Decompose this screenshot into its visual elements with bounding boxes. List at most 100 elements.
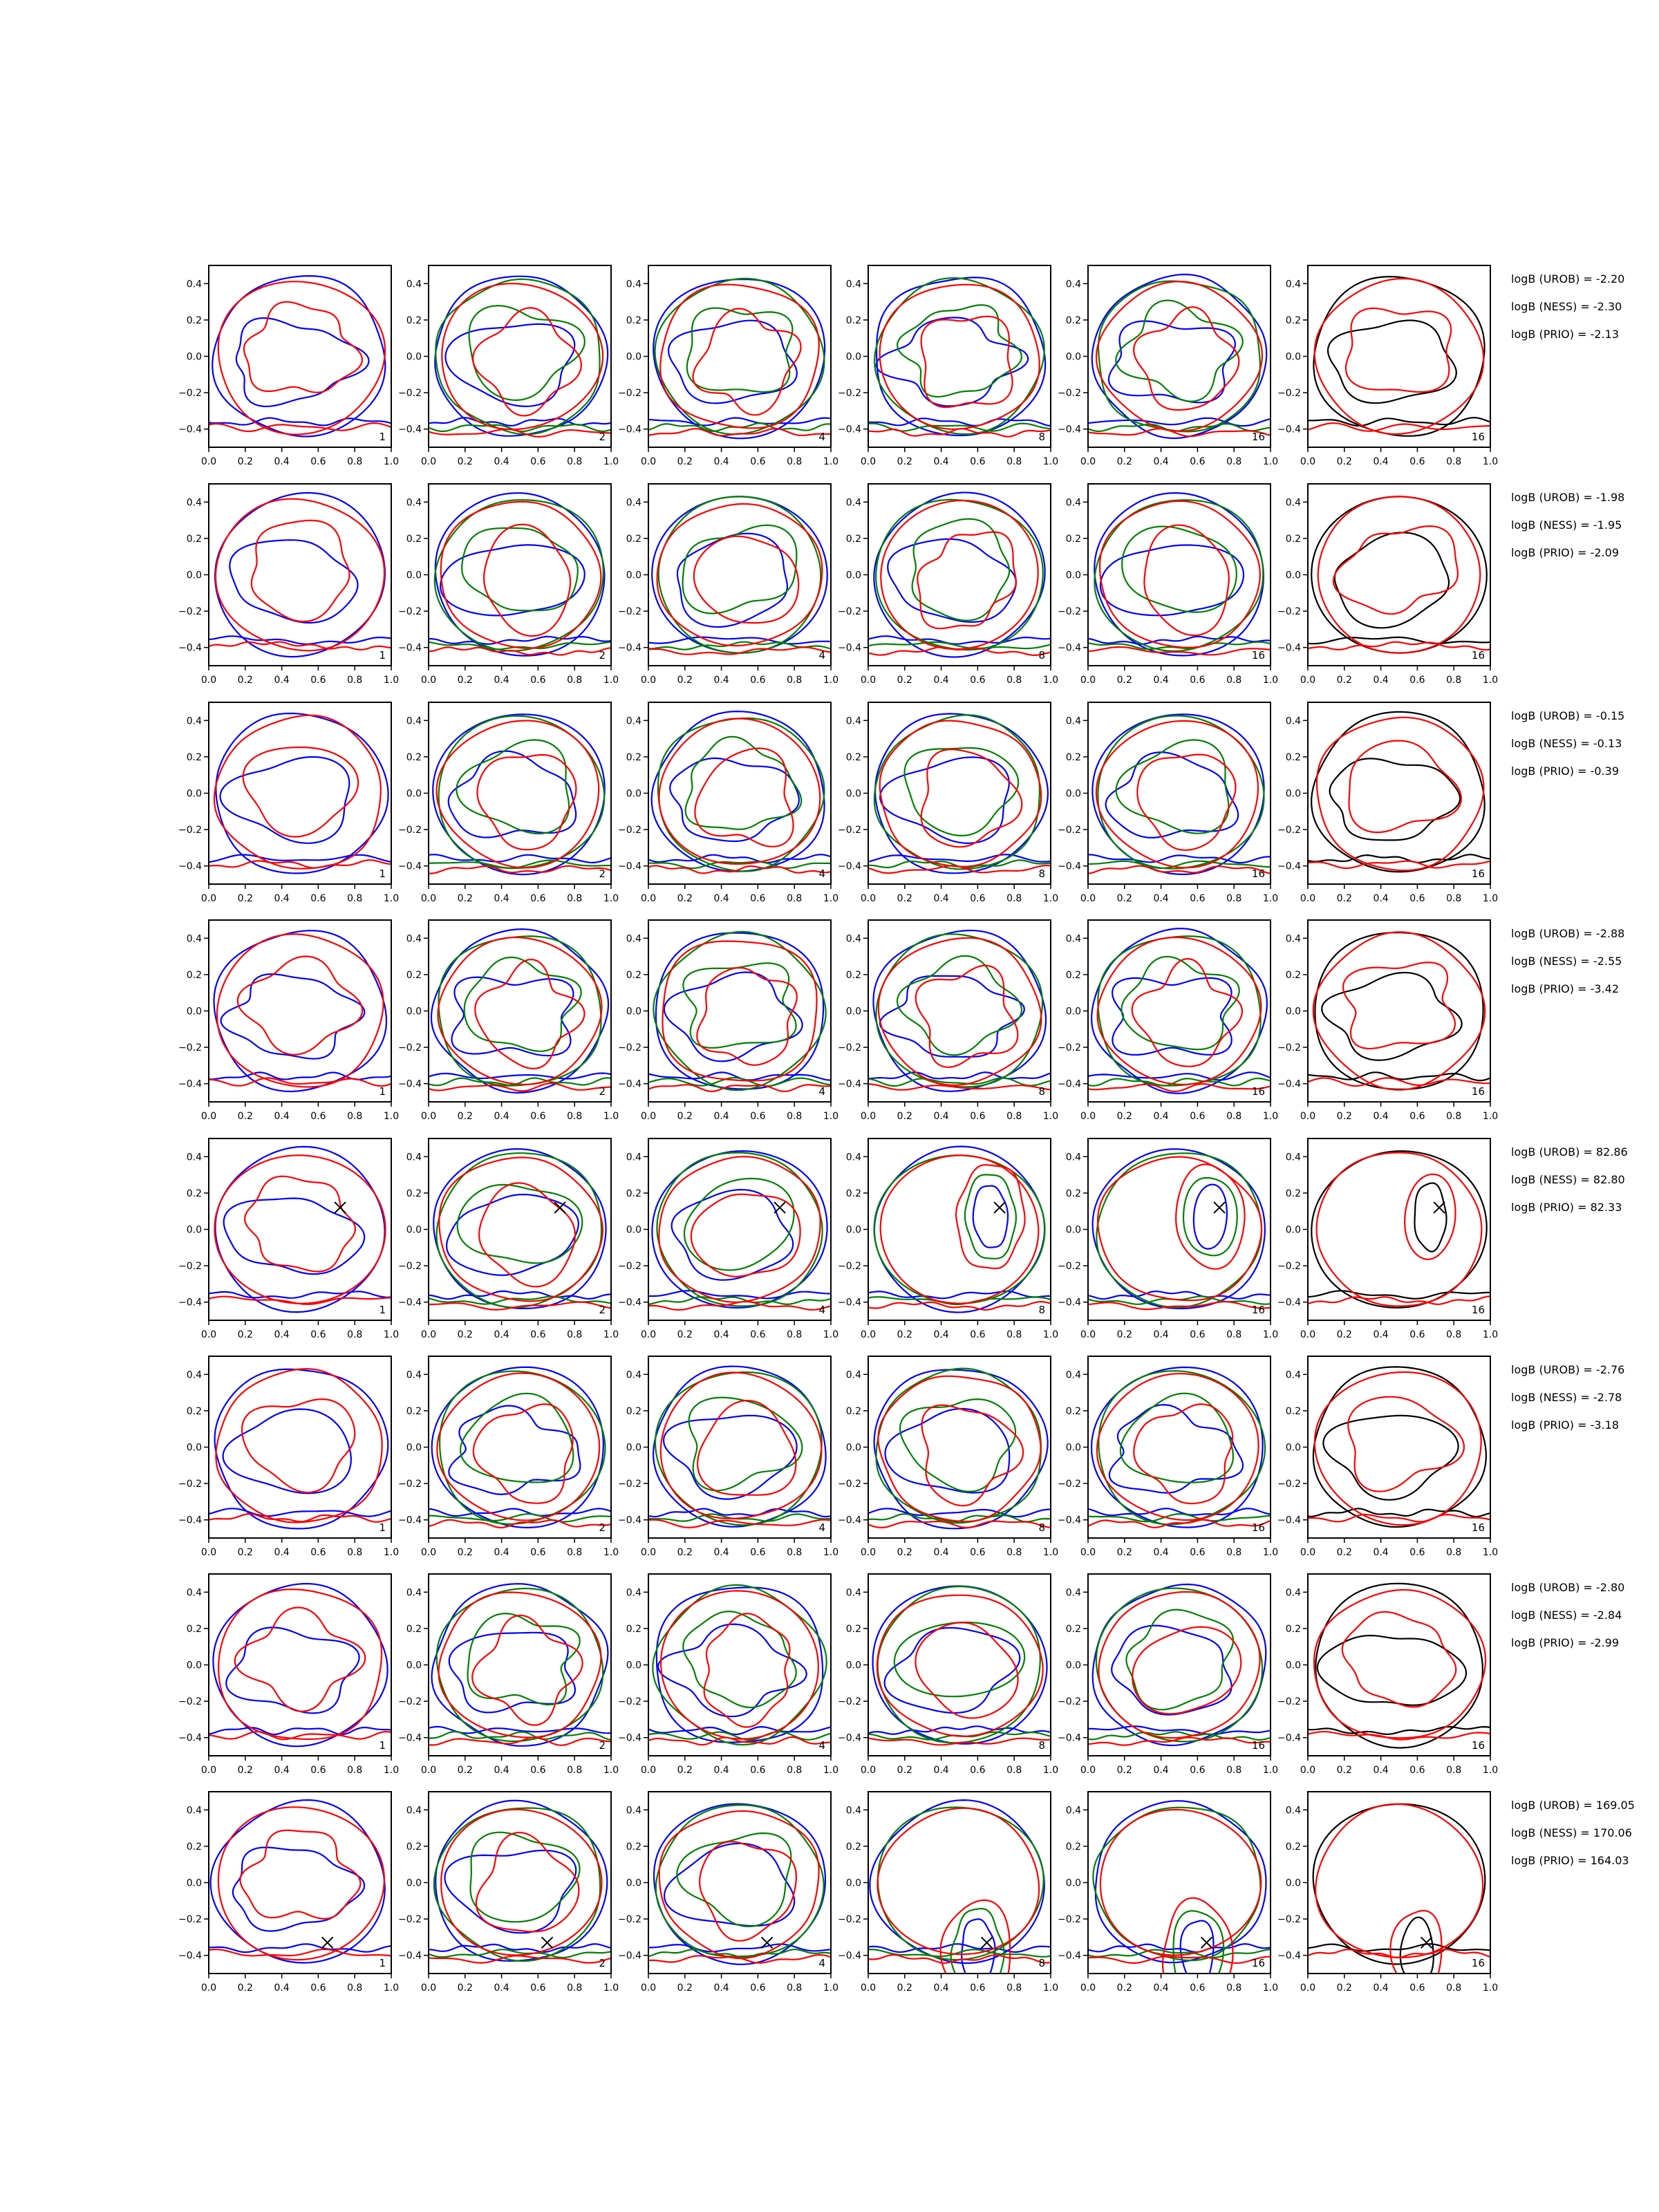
y-axis: 0.4 0.2 0.0 −0.2 −0.4: [398, 1587, 429, 1744]
contour-edge-blue: [648, 1943, 831, 1953]
contour-lines: [1308, 276, 1490, 437]
panel-index-label: 2: [599, 1521, 606, 1534]
contour-inner-blue: [676, 532, 788, 628]
x-tick-label: 0.2: [677, 893, 693, 904]
contour-edge-red: [1308, 1730, 1490, 1741]
contour-red: [868, 499, 1051, 657]
contour-inner-blue: [657, 1623, 808, 1718]
panel-row-7: 0.0 0.2 0.4 0.6 0.8 1.00.40.20.0−0.2−0.410.0 0…: [178, 1573, 1624, 1776]
y-axis: 0.4 0.2 0.0 −0.2 −0.4: [1277, 1369, 1308, 1526]
y-axis: 0.4 0.2 0.0 −0.2 −0.4: [838, 933, 868, 1090]
y-tick-label: 0.2: [1066, 970, 1081, 981]
contour-edge-blue: [1088, 1290, 1271, 1300]
logb-annotation: logB (NESS) = -0.13: [1511, 737, 1622, 750]
contour-red: [1308, 277, 1490, 435]
contour-edge-green: [648, 1730, 831, 1741]
contour-inner-red: [472, 307, 583, 417]
y-tick-label: −0.2: [178, 1261, 202, 1272]
x-tick-label: 0.2: [897, 1983, 912, 1994]
contour-outer-black: [1311, 496, 1488, 654]
contour-lines: [1088, 491, 1271, 657]
y-axis: 0.4 0.2 0.0 −0.2 −0.4: [1277, 1587, 1308, 1744]
contour-inner-blue: [663, 971, 803, 1062]
contour-inner-red: [694, 747, 794, 847]
y-tick-label: 0.0: [626, 1443, 641, 1454]
x-tick-label: 0.8: [1226, 1547, 1241, 1558]
panel-r1-c6: 0.0 0.2 0.4 0.6 0.8 1.0 0.4 0.2 0.0 −0.2 −0.4 16: [1277, 265, 1498, 467]
x-tick-label: 1.0: [384, 1329, 399, 1340]
true-location-marker: [321, 1936, 334, 1949]
contour-outer-green: [433, 1807, 601, 1962]
panel-frame: [1087, 265, 1271, 448]
x-tick-label: 0.6: [970, 893, 985, 904]
x-tick-label: 0.2: [1337, 1547, 1352, 1558]
contour-blue: [1088, 1583, 1271, 1747]
y-axis: 0.4 0.2 0.0 −0.2 −0.4: [618, 1587, 648, 1744]
contour-edge-red: [648, 1084, 831, 1093]
contour-inner-green: [456, 1183, 583, 1264]
y-tick-label: −0.4: [398, 1951, 422, 1962]
contour-inner-green: [456, 739, 570, 835]
x-tick-label: 0.2: [897, 1765, 912, 1776]
contour-lines: [648, 1584, 831, 1746]
x-tick-label: 1.0: [1263, 893, 1278, 904]
contour-inner-green: [463, 956, 582, 1052]
contour-inner-red: [915, 1622, 1019, 1719]
panel-index-label: 16: [1252, 1304, 1265, 1316]
contour-inner-red: [690, 1193, 801, 1277]
y-tick-label: −0.2: [618, 1042, 641, 1053]
contour-blue: [648, 1803, 831, 1965]
y-tick-label: −0.4: [1058, 861, 1081, 872]
x-tick-label: 0.8: [347, 1983, 362, 1994]
y-tick-label: 0.0: [1066, 1225, 1081, 1236]
x-tick-label: 0.6: [530, 893, 545, 904]
contour-edge-red: [868, 1520, 1051, 1529]
y-tick-label: 0.4: [406, 279, 422, 290]
contour-blue: [648, 496, 831, 654]
contour-edge-blue: [648, 1290, 831, 1300]
x-tick-label: 0.0: [641, 893, 656, 904]
panel-index-label: 16: [1252, 1521, 1265, 1534]
contour-red: [1308, 1152, 1490, 1307]
contour-edge-red: [868, 1083, 1051, 1091]
contour-inner-green: [686, 307, 794, 393]
logb-annotations: logB (UROB) = -2.80 logB (NESS) = -2.84 lo…: [1511, 1581, 1624, 1649]
x-axis: 0.0 0.2 0.4 0.6 0.8 1.0: [421, 447, 619, 467]
panel-frame: [1307, 919, 1491, 1103]
x-tick-label: 0.2: [1117, 1329, 1132, 1340]
y-tick-label: −0.2: [178, 1042, 202, 1053]
y-tick-label: 0.0: [626, 1225, 641, 1236]
contour-inner-red: [241, 1398, 356, 1494]
y-tick-label: −0.4: [618, 643, 641, 654]
x-tick-label: 0.2: [238, 1765, 253, 1776]
contour-lines: [1308, 1582, 1490, 1749]
y-tick-label: 0.2: [406, 534, 422, 545]
panel-r8-c4: 0.0 0.2 0.4 0.6 0.8 1.0 0.4 0.2 0.0 −0.2 −0.4 8: [838, 1791, 1058, 1994]
y-tick-label: −0.4: [838, 1297, 861, 1309]
x-tick-label: 0.4: [274, 1547, 289, 1558]
x-tick-label: 0.4: [274, 1329, 289, 1340]
contour-blue: [1088, 928, 1271, 1094]
x-tick-label: 0.8: [787, 675, 802, 686]
y-axis: 0.4 0.2 0.0 −0.2 −0.4: [1058, 497, 1088, 654]
x-tick-label: 0.6: [530, 1983, 545, 1994]
panel-index-label: 16: [1252, 649, 1265, 662]
y-tick-label: 0.0: [1286, 1443, 1301, 1454]
x-tick-label: 0.8: [347, 1547, 362, 1558]
contour-edge-blue: [868, 1943, 1051, 1953]
contour-edge-red: [1088, 1082, 1271, 1093]
x-tick-label: 0.0: [861, 1111, 876, 1122]
contour-blue: [429, 275, 611, 437]
contour-green: [868, 1586, 1051, 1744]
contour-outer-blue: [651, 496, 828, 654]
contour-edge-blue: [429, 854, 611, 864]
y-axis: 0.4 0.2 0.0 −0.2 −0.4: [398, 497, 429, 654]
y-tick-label: −0.2: [178, 1696, 202, 1707]
panel-r5-c2: 0.0 0.2 0.4 0.6 0.8 1.0 0.4 0.2 0.0 −0.2 −0.4 2: [398, 1138, 619, 1340]
contour-edge-green: [648, 1076, 831, 1087]
contour-inner-red: [1403, 1173, 1456, 1260]
x-tick-label: 0.8: [567, 893, 582, 904]
x-tick-label: 0.4: [274, 456, 289, 467]
contour-outer-black: [1311, 711, 1485, 873]
y-tick-label: 0.0: [1286, 1878, 1301, 1889]
